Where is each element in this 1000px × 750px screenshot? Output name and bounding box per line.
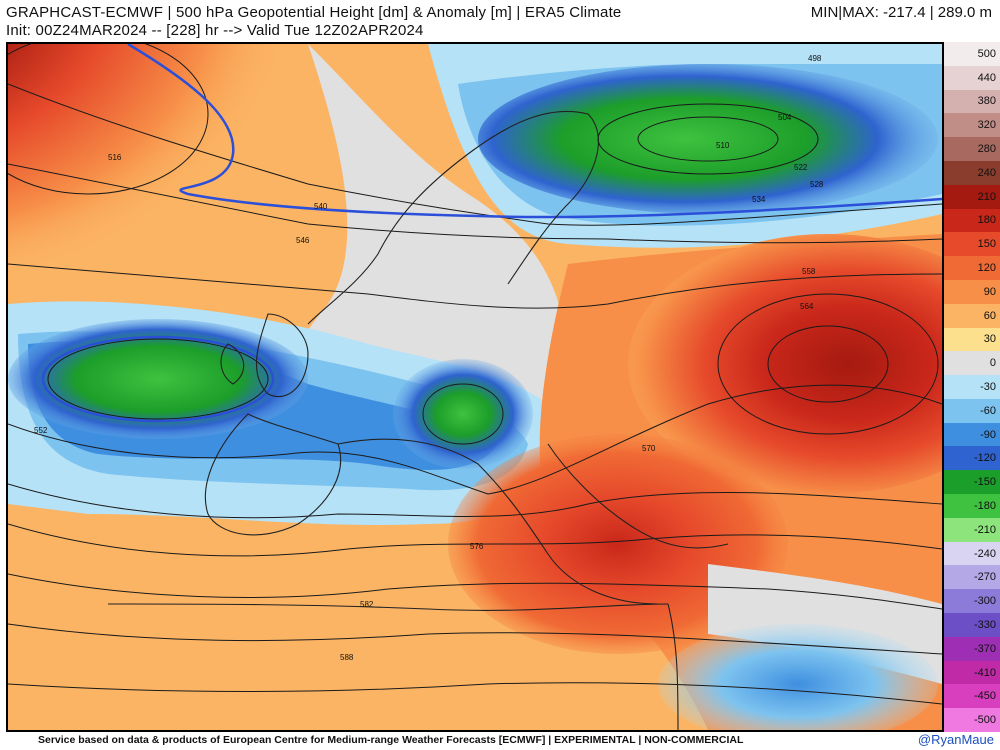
contour-label: 528	[810, 180, 824, 189]
colorbar-tick-label: -300	[973, 595, 996, 608]
colorbar-step: 240	[944, 160, 1000, 185]
colorbar-step: 120	[944, 256, 1000, 280]
colorbar-tick-label: 440	[977, 71, 996, 84]
russia-positive-anomaly	[628, 234, 942, 494]
contour-labels: 498 504 510 516 522 528 534 540 546 552 …	[34, 54, 824, 662]
colorbar-step: 210	[944, 184, 1000, 209]
colorbar-tick-label: 210	[977, 190, 996, 203]
colorbar-tick-label: 380	[977, 95, 996, 108]
colorbar-step: -370	[944, 636, 1000, 661]
colorbar-tick-label: -500	[973, 714, 996, 727]
colorbar-step: -90	[944, 422, 1000, 447]
min-max-readout: MIN|MAX: -217.4 | 289.0 m	[810, 4, 992, 21]
colorbar-step: 0	[944, 351, 1000, 376]
colorbar-tick-label: -240	[973, 547, 996, 560]
colorbar-step: -270	[944, 565, 1000, 590]
colorbar-step: 440	[944, 65, 1000, 90]
colorbar-tick-label: 120	[977, 262, 996, 275]
colorbar-tick-label: 320	[977, 119, 996, 132]
nw-positive-anomaly	[8, 44, 348, 314]
colorbar-tick-label: 90	[983, 285, 996, 298]
colorbar-tick-label: 60	[983, 309, 996, 322]
contour-label: 540	[314, 202, 328, 211]
contour-label: 516	[108, 153, 122, 162]
colorbar-tick-label: -30	[980, 380, 996, 393]
colorbar-tick-label: -410	[973, 666, 996, 679]
contour-label: 504	[778, 113, 792, 122]
colorbar-tick-label: -90	[980, 428, 996, 441]
contour-label: 564	[800, 302, 814, 311]
anomaly-map: 498 504 510 516 522 528 534 540 546 552 …	[8, 44, 942, 730]
colorbar-step: -120	[944, 446, 1000, 471]
balkan-positive-anomaly	[448, 434, 788, 654]
colorbar-tick-label: 0	[989, 357, 996, 370]
colorbar-tick-label: -450	[973, 690, 996, 703]
anomaly-colorbar: 500 440 380 320 280 240 210 180 150 120 90 60 30 0 -30…	[944, 42, 1000, 732]
contour-label: 588	[340, 653, 354, 662]
colorbar-step: 180	[944, 208, 1000, 233]
colorbar-step: -150	[944, 470, 1000, 495]
colorbar-tick-label: -120	[973, 452, 996, 465]
colorbar-step: 60	[944, 303, 1000, 328]
colorbar-tick-label: -370	[973, 642, 996, 655]
colorbar-step: -60	[944, 398, 1000, 423]
colorbar-tick-label: 180	[977, 214, 996, 227]
contour-label: 576	[470, 542, 484, 551]
contour-label: 582	[360, 600, 374, 609]
nordic-low-core	[478, 64, 938, 214]
colorbar-tick-label: -210	[973, 523, 996, 536]
height-contours	[8, 44, 942, 705]
colorbar-step: 150	[944, 232, 1000, 257]
contour-label: 534	[752, 195, 766, 204]
colorbar-step: -180	[944, 494, 1000, 518]
footer-disclaimer: Service based on data & products of Euro…	[38, 734, 744, 746]
colorbar-step: -210	[944, 517, 1000, 542]
init-valid-line: Init: 00Z24MAR2024 -- [228] hr --> Valid…	[6, 22, 424, 39]
colorbar-step: 500	[944, 42, 1000, 66]
colorbar-tick-label: 240	[977, 166, 996, 179]
coastlines	[107, 110, 729, 730]
colorbar-step: -410	[944, 660, 1000, 685]
colorbar-step: -30	[944, 375, 1000, 399]
map-panel: 498 504 510 516 522 528 534 540 546 552 …	[6, 42, 944, 732]
colorbar-step: -300	[944, 589, 1000, 614]
atlantic-low-core	[8, 319, 308, 439]
colorbar-step: 380	[944, 89, 1000, 114]
colorbar-step: 30	[944, 327, 1000, 352]
colorbar-step: -500	[944, 708, 1000, 732]
colorbar-step: -330	[944, 613, 1000, 637]
contour-label: 546	[296, 236, 310, 245]
colorbar-tick-label: 500	[977, 47, 996, 60]
subtropical-anomaly	[8, 464, 708, 730]
colorbar-step: 90	[944, 279, 1000, 304]
contour-label: 552	[34, 426, 48, 435]
colorbar-tick-label: -330	[973, 618, 996, 631]
map-title: GRAPHCAST-ECMWF | 500 hPa Geopotential H…	[6, 4, 622, 21]
colorbar-step: -450	[944, 684, 1000, 709]
contour-label: 510	[716, 141, 730, 150]
contour-label: 558	[802, 267, 816, 276]
contour-label: 570	[642, 444, 656, 453]
colorbar-tick-label: -270	[973, 571, 996, 584]
colorbar-tick-label: 30	[983, 333, 996, 346]
colorbar-tick-label: 150	[977, 238, 996, 251]
colorbar-tick-label: -180	[973, 499, 996, 512]
colorbar-step: -240	[944, 541, 1000, 566]
colorbar-step: 280	[944, 137, 1000, 161]
540dm-contour	[41, 44, 942, 423]
colorbar-step: 320	[944, 113, 1000, 138]
contour-label: 498	[808, 54, 822, 63]
contour-label: 522	[794, 163, 808, 172]
author-credit: @RyanMaue	[917, 732, 994, 747]
colorbar-tick-label: -150	[973, 476, 996, 489]
colorbar-tick-label: -60	[980, 404, 996, 417]
alpine-low-core	[393, 359, 533, 469]
arabia-negative-anomaly	[658, 624, 938, 730]
colorbar-tick-label: 280	[977, 143, 996, 156]
